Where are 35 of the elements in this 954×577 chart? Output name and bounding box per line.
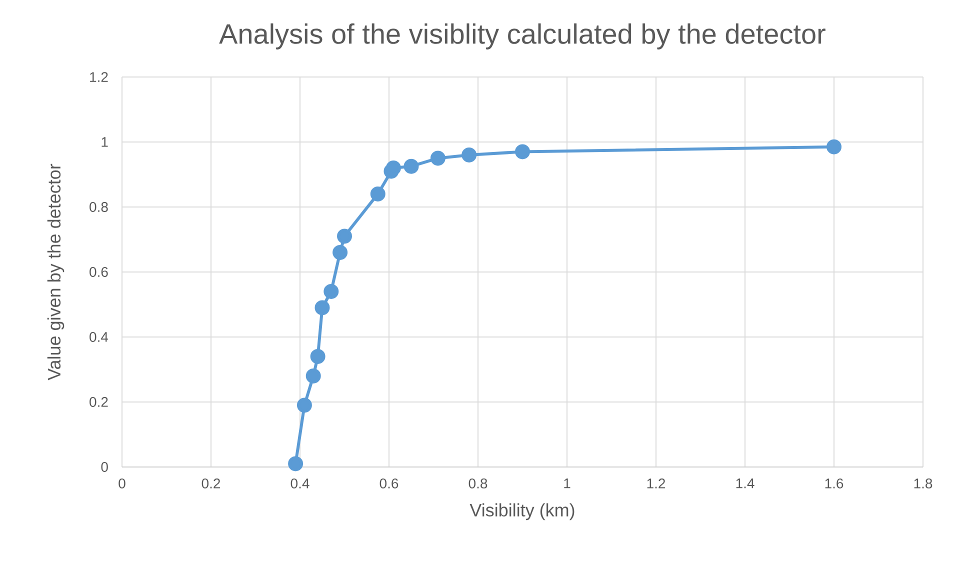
point [386,160,401,176]
x-tick-label: 1.4 [736,478,754,488]
point [296,398,312,413]
x-tick-label: 0.8 [468,478,488,488]
point [515,144,530,160]
point [332,244,348,260]
x-tick-label: 0 [118,478,126,488]
point [306,368,321,384]
x-tick-label: 1.6 [825,478,844,488]
x-tick-label: 1.8 [914,478,932,488]
x-tick-label: 0.4 [290,478,310,488]
y-tick-label: 1.2 [90,72,108,82]
point [337,228,352,244]
point [314,300,330,316]
point [288,456,304,472]
y-tick-label: 1 [102,137,108,147]
point [430,150,446,166]
y-tick-label: 0.2 [90,397,108,407]
x-tick-label: 1 [564,478,570,488]
point [310,348,326,364]
x-tick-label: 1.2 [647,478,666,488]
y-tick-label: 0.6 [90,267,108,277]
x-axis-title: Visibility (km) [470,503,574,520]
point [370,186,386,202]
x-tick-label: 0.6 [380,478,398,488]
point [826,139,842,154]
y-tick-label: 0.4 [90,332,108,342]
chart-title: Analysis of the visiblity calculated by the detector [219,23,826,50]
point [324,284,339,299]
point [404,158,419,174]
point [462,147,477,162]
x-tick-label: 0.2 [202,478,220,488]
y-tick-label: 0.8 [90,202,108,212]
y-axis-title: Value given by the detector [47,164,64,380]
y-tick-label: 0 [101,462,108,472]
